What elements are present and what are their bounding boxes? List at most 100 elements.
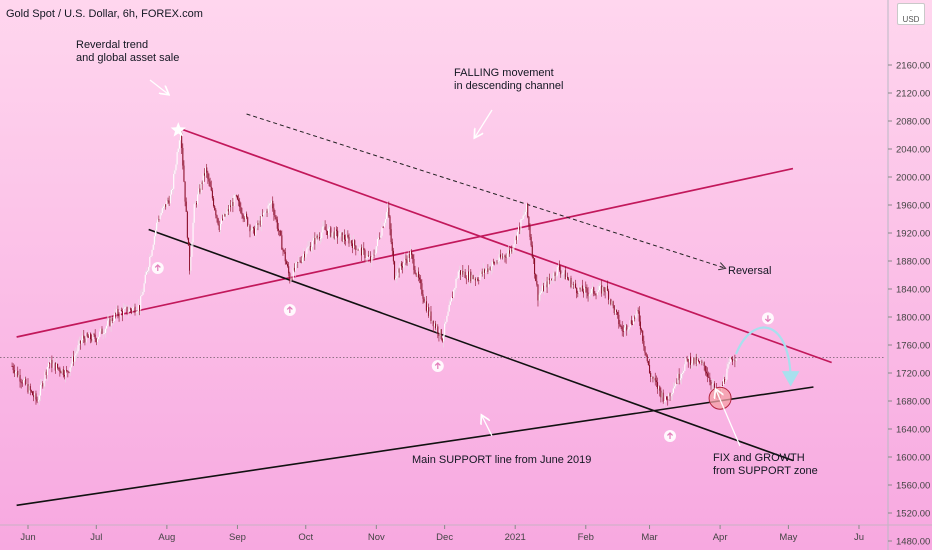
candle-body bbox=[686, 358, 688, 360]
candle-body bbox=[639, 321, 641, 330]
annotations: Reverdal trend and global asset sale FALLI… bbox=[76, 39, 818, 477]
annotation-line: Reversal bbox=[728, 265, 771, 277]
candle-body bbox=[220, 218, 223, 224]
candle-body bbox=[371, 257, 373, 262]
candle-body bbox=[72, 356, 75, 362]
candle-body bbox=[159, 215, 161, 220]
candle-body bbox=[663, 401, 665, 403]
candle-body bbox=[338, 236, 340, 238]
candle-body bbox=[622, 330, 624, 332]
candle-body bbox=[389, 216, 391, 230]
candle-body bbox=[579, 287, 581, 290]
candle-body bbox=[12, 366, 14, 371]
candle-body bbox=[677, 373, 679, 384]
candle-body bbox=[664, 396, 667, 402]
candle-body bbox=[88, 333, 91, 338]
candle-body bbox=[20, 381, 22, 383]
candle-body bbox=[416, 271, 418, 276]
candle-body bbox=[593, 287, 595, 294]
x-tick-label: 2021 bbox=[505, 532, 526, 543]
candle-body bbox=[247, 217, 249, 226]
candle-body bbox=[131, 309, 133, 311]
candle-body bbox=[198, 188, 200, 195]
candle-body bbox=[357, 249, 359, 251]
candle-body bbox=[139, 305, 141, 310]
currency-badge[interactable]: · USD bbox=[897, 3, 925, 25]
x-tick-label: Mar bbox=[641, 532, 657, 543]
candle-body bbox=[483, 269, 486, 273]
candle-body bbox=[355, 245, 357, 251]
candle-body bbox=[544, 284, 546, 292]
candle-body bbox=[610, 299, 612, 305]
candle-body bbox=[136, 311, 138, 313]
candle-body bbox=[210, 186, 212, 191]
pointer-arrow-peak bbox=[149, 79, 168, 94]
candle-body bbox=[631, 323, 634, 325]
candle-body bbox=[408, 254, 410, 258]
candle-body bbox=[623, 327, 626, 332]
candle-body bbox=[703, 362, 705, 366]
candle-body bbox=[224, 213, 226, 217]
candle-body bbox=[86, 333, 88, 337]
candle-body bbox=[137, 305, 139, 312]
candle-body bbox=[57, 363, 59, 368]
candle-body bbox=[519, 226, 521, 231]
candle-body bbox=[51, 359, 53, 368]
candle-body bbox=[425, 301, 427, 311]
candle-body bbox=[527, 203, 529, 217]
candle-body bbox=[218, 224, 220, 230]
candle-body bbox=[479, 275, 481, 281]
candle-body bbox=[195, 203, 198, 205]
candle-body bbox=[704, 365, 706, 372]
candle-body bbox=[244, 213, 246, 220]
x-tick-label: Dec bbox=[436, 532, 453, 543]
candle-body bbox=[563, 270, 565, 274]
candle-body bbox=[43, 380, 45, 387]
candle-body bbox=[709, 377, 711, 382]
arrow-up-icon bbox=[667, 432, 674, 439]
candle-body bbox=[500, 256, 503, 258]
candle-body bbox=[337, 230, 339, 238]
candle-body bbox=[726, 368, 728, 380]
y-tick-label: 2120.00 bbox=[896, 89, 930, 100]
candle-body bbox=[491, 261, 493, 267]
candle-body bbox=[510, 249, 512, 254]
candle-body bbox=[734, 360, 736, 362]
y-tick-label: 1560.00 bbox=[896, 481, 930, 492]
candle-body bbox=[437, 326, 439, 334]
candle-body bbox=[185, 201, 187, 212]
candle-body bbox=[364, 250, 366, 259]
candle-body bbox=[683, 371, 685, 373]
candle-body bbox=[628, 327, 630, 330]
candle-body bbox=[658, 386, 660, 389]
candle-body bbox=[370, 256, 372, 262]
candle-body bbox=[341, 232, 343, 242]
candle-body bbox=[597, 290, 599, 292]
candle-body bbox=[240, 207, 242, 213]
candle-body bbox=[692, 357, 694, 364]
candle-body bbox=[712, 383, 714, 385]
candle-body bbox=[134, 306, 136, 313]
candle-body bbox=[176, 152, 178, 165]
candle-body bbox=[300, 261, 302, 263]
candle-body bbox=[453, 289, 455, 298]
candle-body bbox=[91, 339, 93, 341]
candle-body bbox=[574, 283, 577, 288]
candle-body bbox=[626, 325, 628, 331]
candle-body bbox=[530, 236, 532, 246]
candle-body bbox=[315, 235, 317, 245]
candle-body bbox=[256, 222, 258, 229]
candle-body bbox=[518, 226, 520, 232]
candle-body bbox=[456, 278, 458, 279]
candle-body bbox=[605, 285, 607, 293]
candle-body bbox=[611, 301, 613, 305]
candle-body bbox=[470, 271, 472, 282]
candle-body bbox=[199, 188, 201, 193]
candle-body bbox=[687, 359, 689, 363]
candle-body bbox=[685, 358, 687, 365]
candle-body bbox=[395, 277, 397, 280]
candle-body bbox=[243, 218, 245, 220]
candle-body bbox=[60, 371, 62, 374]
candle-body bbox=[150, 255, 152, 257]
candle-body bbox=[251, 227, 253, 231]
